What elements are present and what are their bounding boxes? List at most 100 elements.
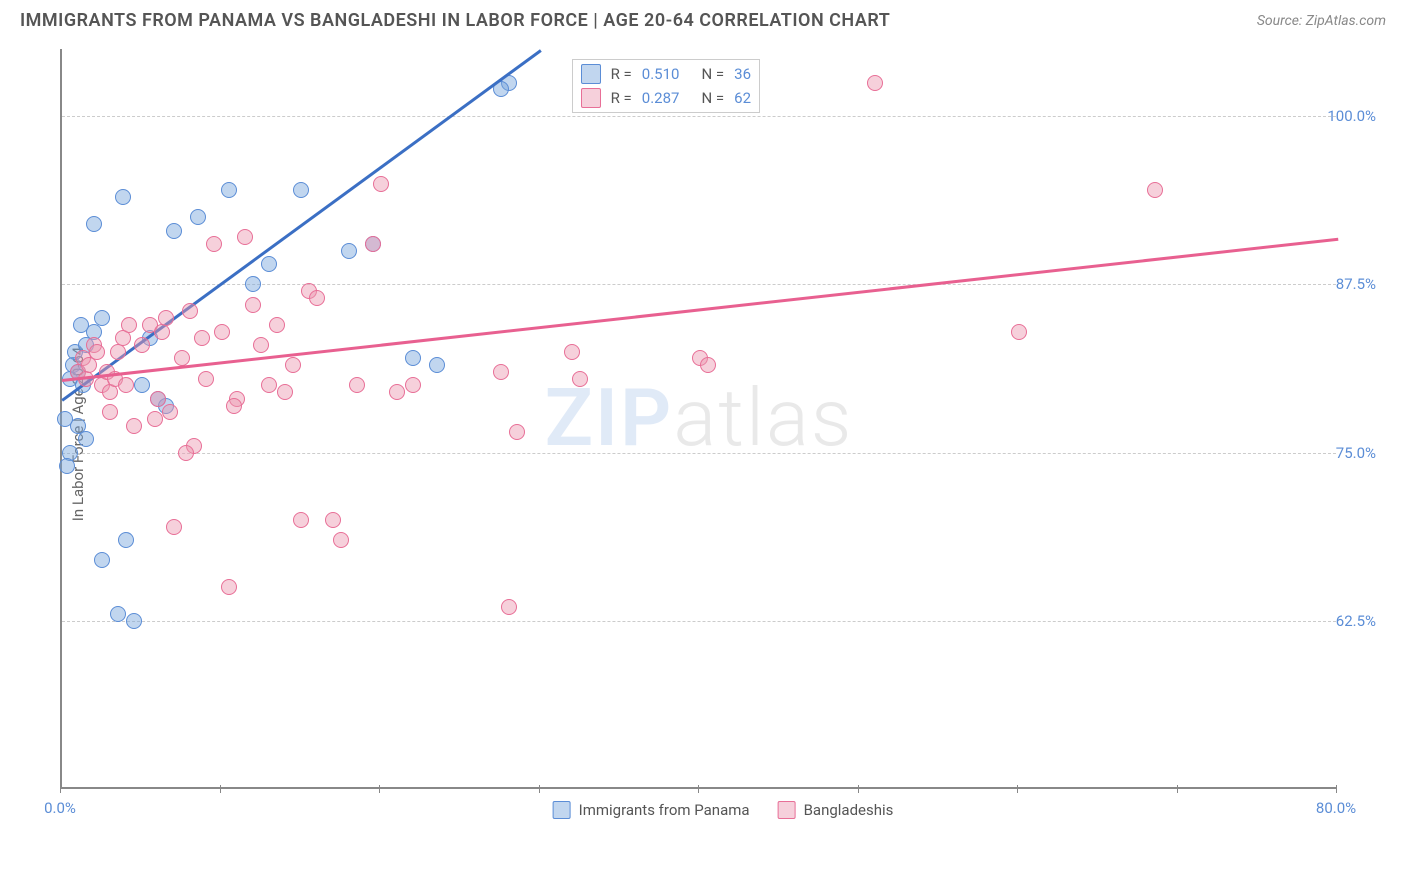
legend-swatch	[581, 88, 601, 108]
scatter-point	[194, 330, 210, 346]
scatter-point	[59, 458, 75, 474]
scatter-point	[214, 324, 230, 340]
scatter-point	[110, 606, 126, 622]
legend-n-value: 36	[734, 65, 751, 83]
scatter-point	[150, 391, 166, 407]
scatter-point	[253, 337, 269, 353]
scatter-point	[277, 384, 293, 400]
legend-swatch	[581, 64, 601, 84]
scatter-point	[89, 344, 105, 360]
grid-line	[62, 453, 1336, 454]
plot-area: ZIPatlas R = 0.510 N = 36 R = 0.287N = 62	[60, 49, 1336, 789]
scatter-point	[147, 411, 163, 427]
scatter-point	[158, 310, 174, 326]
x-tick-label: 80.0%	[1316, 799, 1356, 817]
legend-row: R = 0.287N = 62	[581, 86, 751, 110]
scatter-point	[121, 317, 137, 333]
legend-row: R = 0.510 N = 36	[581, 62, 751, 86]
scatter-point	[245, 297, 261, 313]
y-tick-label: 75.0%	[1336, 444, 1376, 462]
scatter-point	[221, 579, 237, 595]
scatter-point	[118, 532, 134, 548]
y-tick-label: 87.5%	[1336, 275, 1376, 293]
watermark-zip: ZIP	[545, 371, 674, 465]
legend-n-label: N =	[701, 65, 724, 83]
chart-source: Source: ZipAtlas.com	[1257, 13, 1386, 29]
scatter-point	[293, 182, 309, 198]
scatter-point	[245, 276, 261, 292]
legend-r-label: R =	[611, 89, 632, 107]
scatter-point	[154, 324, 170, 340]
chart-header: IMMIGRANTS FROM PANAMA VS BANGLADESHI IN…	[0, 0, 1406, 39]
scatter-point	[429, 357, 445, 373]
scatter-point	[501, 599, 517, 615]
x-tick-label: 0.0%	[44, 799, 76, 817]
x-tick	[858, 785, 859, 793]
correlation-legend: R = 0.510 N = 36 R = 0.287N = 62	[572, 59, 760, 113]
scatter-point	[166, 519, 182, 535]
scatter-point	[226, 398, 242, 414]
scatter-point	[126, 418, 142, 434]
x-tick	[1336, 785, 1337, 793]
scatter-point	[341, 243, 357, 259]
scatter-point	[285, 357, 301, 373]
scatter-point	[309, 290, 325, 306]
scatter-point	[182, 303, 198, 319]
legend-label: Immigrants from Panama	[579, 801, 750, 819]
trend-line	[61, 49, 541, 401]
scatter-point	[389, 384, 405, 400]
chart-title: IMMIGRANTS FROM PANAMA VS BANGLADESHI IN…	[20, 10, 890, 31]
scatter-point	[221, 182, 237, 198]
scatter-point	[126, 613, 142, 629]
watermark: ZIPatlas	[545, 371, 854, 465]
scatter-point	[166, 223, 182, 239]
y-tick-label: 62.5%	[1336, 612, 1376, 630]
scatter-point	[237, 229, 253, 245]
scatter-point	[373, 176, 389, 192]
legend-item: Bangladeshis	[778, 801, 894, 819]
x-tick	[1017, 785, 1018, 793]
scatter-point	[190, 209, 206, 225]
series-legend: Immigrants from Panama Bangladeshis	[553, 801, 894, 819]
legend-item: Immigrants from Panama	[553, 801, 750, 819]
scatter-point	[867, 75, 883, 91]
legend-n-value: 62	[734, 89, 751, 107]
scatter-point	[86, 216, 102, 232]
y-tick-label: 100.0%	[1327, 107, 1376, 125]
scatter-point	[261, 377, 277, 393]
legend-r-label: R =	[611, 65, 632, 83]
scatter-point	[102, 404, 118, 420]
x-tick	[60, 785, 61, 793]
scatter-point	[405, 377, 421, 393]
x-tick	[379, 785, 380, 793]
x-tick	[220, 785, 221, 793]
legend-swatch	[553, 801, 571, 819]
grid-line	[62, 116, 1336, 117]
legend-label: Bangladeshis	[804, 801, 894, 819]
scatter-point	[564, 344, 580, 360]
scatter-point	[198, 371, 214, 387]
scatter-point	[94, 310, 110, 326]
scatter-point	[405, 350, 421, 366]
scatter-point	[78, 431, 94, 447]
grid-line	[62, 621, 1336, 622]
legend-r-value: 0.510	[642, 65, 680, 83]
scatter-point	[115, 189, 131, 205]
scatter-point	[1147, 182, 1163, 198]
scatter-point	[349, 377, 365, 393]
chart-container: In Labor Force | Age 20-64 ZIPatlas R = …	[60, 39, 1386, 829]
scatter-point	[572, 371, 588, 387]
scatter-point	[178, 445, 194, 461]
scatter-point	[118, 377, 134, 393]
scatter-point	[162, 404, 178, 420]
scatter-point	[333, 532, 349, 548]
legend-r-value: 0.287	[642, 89, 680, 107]
legend-swatch	[778, 801, 796, 819]
scatter-point	[293, 512, 309, 528]
x-tick	[1177, 785, 1178, 793]
scatter-point	[493, 364, 509, 380]
scatter-point	[365, 236, 381, 252]
scatter-point	[261, 256, 277, 272]
scatter-point	[269, 317, 285, 333]
scatter-point	[509, 424, 525, 440]
